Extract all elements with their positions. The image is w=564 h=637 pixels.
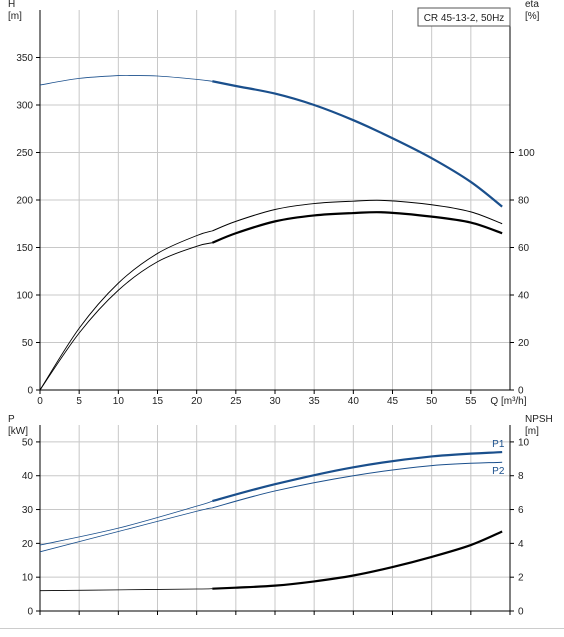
power-npsh-right-tick-label: 8 xyxy=(518,471,524,482)
head-efficiency-x-axis-label: Q [m³/h] xyxy=(490,396,526,407)
head-efficiency-x-tick-label: 45 xyxy=(387,396,399,407)
power-npsh-left-tick-label: 20 xyxy=(22,539,34,550)
head-efficiency-series-1-line-start xyxy=(39,230,213,391)
head-efficiency-series-1-line-operating xyxy=(212,199,503,232)
head-efficiency-x-tick-label: 40 xyxy=(348,396,360,407)
head-efficiency-right-tick-label: 60 xyxy=(518,243,530,254)
head-efficiency-left-axis-label: H xyxy=(8,0,15,10)
head-efficiency-x-tick-label: 10 xyxy=(113,396,125,407)
head-efficiency-x-tick-label: 50 xyxy=(426,396,438,407)
head-efficiency-x-tick-label: 30 xyxy=(269,396,281,407)
head-efficiency-right-axis-unit: [%] xyxy=(525,11,540,22)
head-efficiency-series-2-line-operating xyxy=(211,211,503,244)
power-npsh-p2-line-operating xyxy=(212,461,503,509)
power-npsh-left-axis-label: P xyxy=(8,414,15,425)
head-efficiency-series-2-line-start xyxy=(39,242,213,391)
head-efficiency-x-tick-label: 25 xyxy=(230,396,242,407)
head-efficiency-right-tick-label: 40 xyxy=(518,291,530,302)
head-efficiency-left-tick-label: 150 xyxy=(16,243,33,254)
power-npsh-right-tick-label: 6 xyxy=(518,505,524,516)
power-npsh-p1-label: P1 xyxy=(492,439,505,450)
head-efficiency-x-tick-label: 0 xyxy=(37,396,43,407)
head-efficiency-title-box xyxy=(417,7,511,27)
head-efficiency-left-tick-label: 200 xyxy=(16,196,33,207)
power-npsh-left-tick-label: 10 xyxy=(22,573,34,584)
head-efficiency-right-tick-label: 100 xyxy=(518,148,535,159)
head-efficiency-x-tick-label: 15 xyxy=(152,396,164,407)
head-efficiency-left-tick-label: 0 xyxy=(27,386,33,397)
head-efficiency-right-axis-label: eta xyxy=(525,0,539,10)
head-efficiency-x-tick-label: 5 xyxy=(76,396,82,407)
head-efficiency-right-tick-label: 0 xyxy=(518,386,524,397)
head-efficiency-right-tick-label: 80 xyxy=(518,196,530,207)
head-efficiency-series-0-line-start xyxy=(39,74,213,86)
head-efficiency-x-tick-label: 55 xyxy=(465,396,477,407)
head-efficiency-left-tick-label: 100 xyxy=(16,291,33,302)
power-npsh-right-tick-label: 10 xyxy=(518,437,530,448)
head-efficiency-series-0-line-operating xyxy=(212,80,503,208)
power-npsh-right-axis-label: NPSH xyxy=(525,414,553,425)
power-npsh-p2-label: P2 xyxy=(492,466,505,477)
power-npsh-p1-line-start xyxy=(39,500,213,546)
power-npsh-series-2-line-start xyxy=(39,588,213,592)
power-npsh-left-tick-label: 40 xyxy=(22,471,34,482)
head-efficiency-right-tick-label: 20 xyxy=(518,338,530,349)
power-npsh-right-tick-label: 4 xyxy=(518,539,524,550)
power-npsh-p1-line-operating xyxy=(212,450,503,503)
head-efficiency-left-tick-label: 250 xyxy=(16,148,33,159)
head-efficiency-left-tick-label: 300 xyxy=(16,101,33,112)
head-efficiency-left-tick-label: 50 xyxy=(22,338,34,349)
power-npsh-series-2-line-operating xyxy=(212,530,503,590)
bottom-divider xyxy=(0,628,564,629)
power-npsh-left-tick-label: 0 xyxy=(27,607,33,618)
power-npsh-left-tick-label: 50 xyxy=(22,437,34,448)
power-npsh-left-axis-unit: [kW] xyxy=(8,426,28,437)
power-npsh-right-axis-unit: [m] xyxy=(525,426,539,437)
head-efficiency-left-axis-unit: [m] xyxy=(8,11,22,22)
head-efficiency-left-tick-label: 350 xyxy=(16,53,33,64)
head-efficiency-x-tick-label: 35 xyxy=(309,396,321,407)
power-npsh-p2-line-start xyxy=(39,507,213,553)
power-npsh-right-tick-label: 0 xyxy=(518,607,524,618)
head-efficiency-chart-title: CR 45-13-2, 50Hz xyxy=(424,13,505,24)
head-efficiency-x-tick-label: 20 xyxy=(191,396,203,407)
power-npsh-left-tick-label: 30 xyxy=(22,505,34,516)
power-npsh-right-tick-label: 2 xyxy=(518,573,524,584)
